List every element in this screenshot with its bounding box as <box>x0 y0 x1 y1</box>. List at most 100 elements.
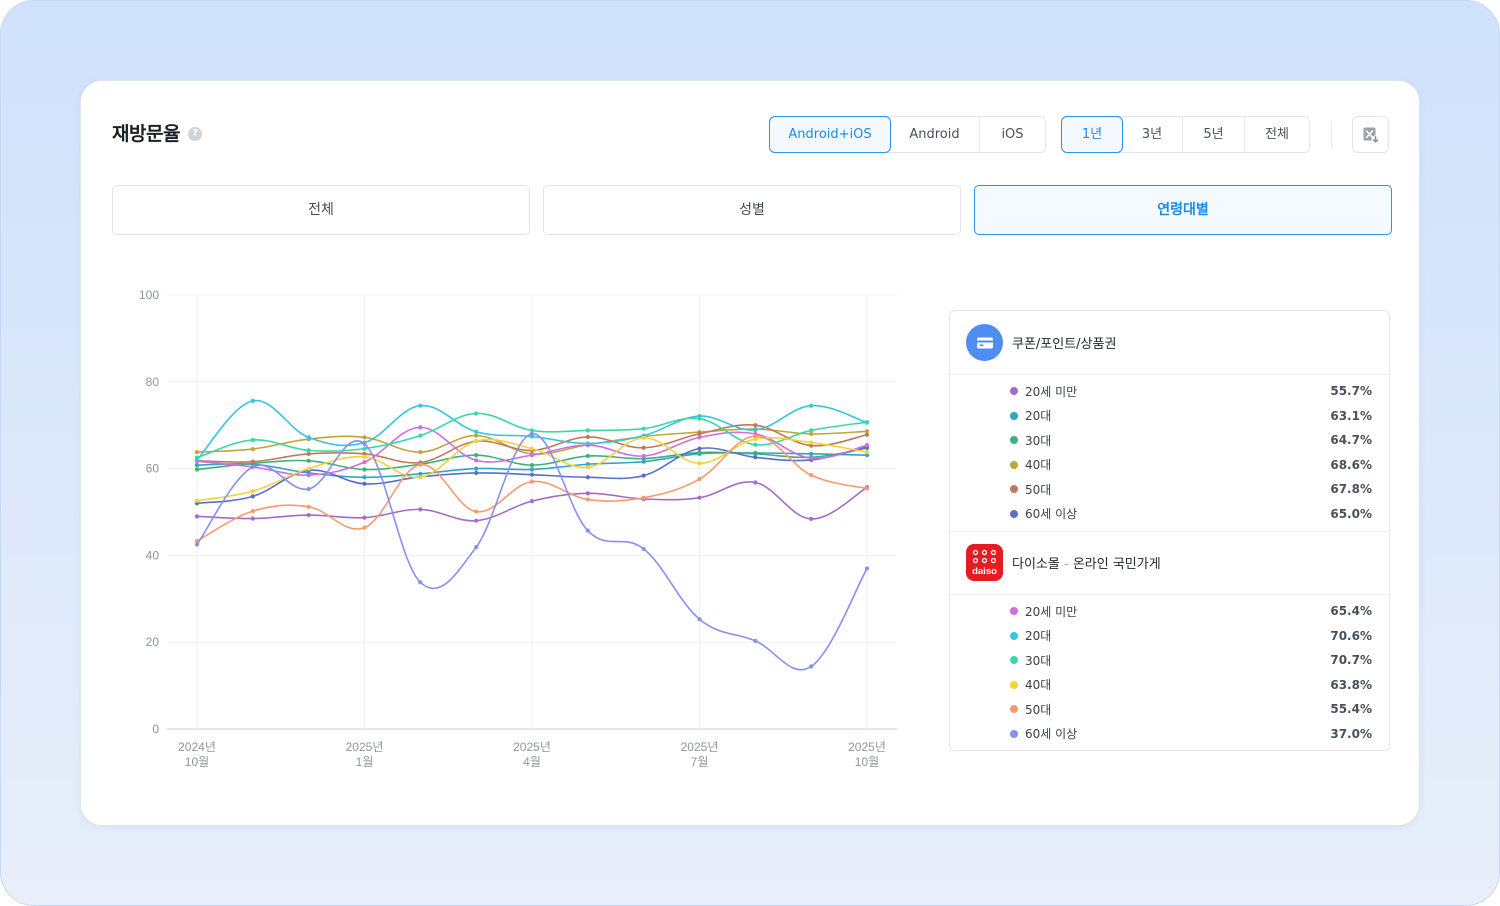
data-point <box>809 451 814 456</box>
legend-row-label: 60세 이상 <box>1025 727 1078 741</box>
legend-row-value: 70.6% <box>1330 628 1372 643</box>
legend-row: 30대 70.7% <box>1010 650 1372 670</box>
legend-row: 40대 68.6% <box>1010 455 1372 475</box>
series-dot <box>1010 509 1018 518</box>
legend-row-value: 55.4% <box>1330 702 1372 716</box>
x-tick-label: 2024년 10월 <box>178 740 216 769</box>
period-option-3y[interactable]: 3년 <box>1122 117 1183 152</box>
data-point <box>753 451 758 456</box>
y-tick-label: 80 <box>146 375 160 389</box>
data-point <box>753 423 758 428</box>
data-point <box>306 473 311 478</box>
data-point <box>194 467 200 472</box>
data-point <box>864 429 870 434</box>
app-name-daiso: 다이소몰 - 온라인 국민가게 <box>1012 553 1161 572</box>
data-point <box>753 433 758 439</box>
data-point <box>194 542 200 547</box>
data-point <box>529 463 535 468</box>
period-selector: 1년 3년 5년 전체 <box>1061 116 1310 153</box>
period-option-all[interactable]: 전체 <box>1265 127 1289 142</box>
x-tick-label: 2025년 4월 <box>513 740 551 769</box>
data-point <box>585 528 590 533</box>
data-point <box>306 451 311 456</box>
help-icon[interactable]: ? <box>187 127 202 141</box>
data-point <box>250 494 255 499</box>
legend-divider <box>950 594 1389 595</box>
data-point <box>250 437 255 443</box>
data-point <box>585 475 590 480</box>
data-point <box>809 431 814 436</box>
data-point <box>641 453 646 459</box>
data-point <box>474 466 479 471</box>
data-point <box>753 442 758 447</box>
legend-row-label: 20대 <box>1025 629 1052 643</box>
data-point <box>697 461 702 466</box>
period-option-5y[interactable]: 5년 <box>1183 117 1245 152</box>
data-point <box>753 480 758 485</box>
legend-row: 20대 63.1% <box>1010 406 1372 426</box>
data-point <box>250 459 255 464</box>
x-tick-label: 2025년 7월 <box>681 740 719 769</box>
data-point <box>697 495 702 500</box>
legend-row-value: 68.6% <box>1330 457 1372 472</box>
legend-row-label: 30대 <box>1025 653 1052 668</box>
data-point <box>529 472 535 477</box>
data-point <box>529 446 535 451</box>
series-dot <box>1010 485 1018 493</box>
legend-row: 50대 67.8% <box>1010 479 1372 499</box>
legend-row-value: 63.1% <box>1330 408 1372 423</box>
data-point <box>250 398 255 403</box>
series-dot <box>1010 656 1018 664</box>
data-point <box>585 428 590 433</box>
data-point <box>697 446 702 451</box>
data-point <box>641 435 646 440</box>
y-tick-label: 0 <box>152 722 159 736</box>
revisit-rate-chart: 0 20 40 60 80 100 2024년 10월 2025년 1월 2025년 4월 2025년 7… <box>111 281 911 781</box>
series-dot <box>1010 387 1018 395</box>
data-point <box>474 458 479 463</box>
data-point <box>864 566 870 571</box>
legend-row-value: 67.8% <box>1330 482 1372 496</box>
app-name-daiso-main: 다이소몰 <box>1012 557 1060 572</box>
data-point <box>697 435 702 440</box>
data-point <box>753 638 758 643</box>
app-header-daiso: daiso 다이소몰 - 온라인 국민가게 <box>966 544 1161 581</box>
platform-option-android-ios[interactable]: Android+iOS <box>769 116 891 153</box>
data-point <box>529 467 535 472</box>
tab-age-group[interactable]: 연령대별 <box>974 185 1392 235</box>
y-tick-label: 20 <box>146 635 160 649</box>
data-point <box>474 453 479 458</box>
credit-card-icon <box>966 324 1003 361</box>
data-point <box>585 453 590 459</box>
legend-row-value: 65.4% <box>1330 604 1372 618</box>
data-point <box>362 459 367 465</box>
breakdown-tabs: 전체 성별 연령대별 <box>112 185 1392 235</box>
platform-option-ios[interactable]: iOS <box>1001 127 1024 142</box>
daiso-logo-icon: daiso <box>966 544 1003 581</box>
y-tick-label: 100 <box>139 288 159 302</box>
period-option-1y[interactable]: 1년 <box>1061 116 1123 153</box>
y-tick-label: 40 <box>146 548 160 562</box>
data-point <box>809 473 814 478</box>
legend-row-label: 40대 <box>1025 458 1052 472</box>
data-point <box>809 428 814 433</box>
data-point <box>474 470 479 476</box>
legend-row-value: 63.8% <box>1330 677 1372 692</box>
excel-download-button[interactable] <box>1352 116 1389 153</box>
data-point <box>585 465 590 470</box>
data-point <box>474 509 479 514</box>
x-tick-label: 2025년 10월 <box>848 740 886 769</box>
platform-option-android[interactable]: Android <box>890 117 980 152</box>
legend-row-label: 50대 <box>1025 482 1052 497</box>
tab-gender[interactable]: 성별 <box>543 185 961 235</box>
legend-row-value: 65.0% <box>1330 506 1372 521</box>
data-point <box>362 454 367 459</box>
data-point <box>306 504 311 509</box>
tab-all[interactable]: 전체 <box>112 185 530 235</box>
data-point <box>697 617 702 622</box>
data-point <box>753 455 758 460</box>
data-point <box>641 459 646 464</box>
data-point <box>362 451 367 456</box>
app-name-separator: - <box>1059 557 1073 572</box>
data-point <box>864 450 870 455</box>
